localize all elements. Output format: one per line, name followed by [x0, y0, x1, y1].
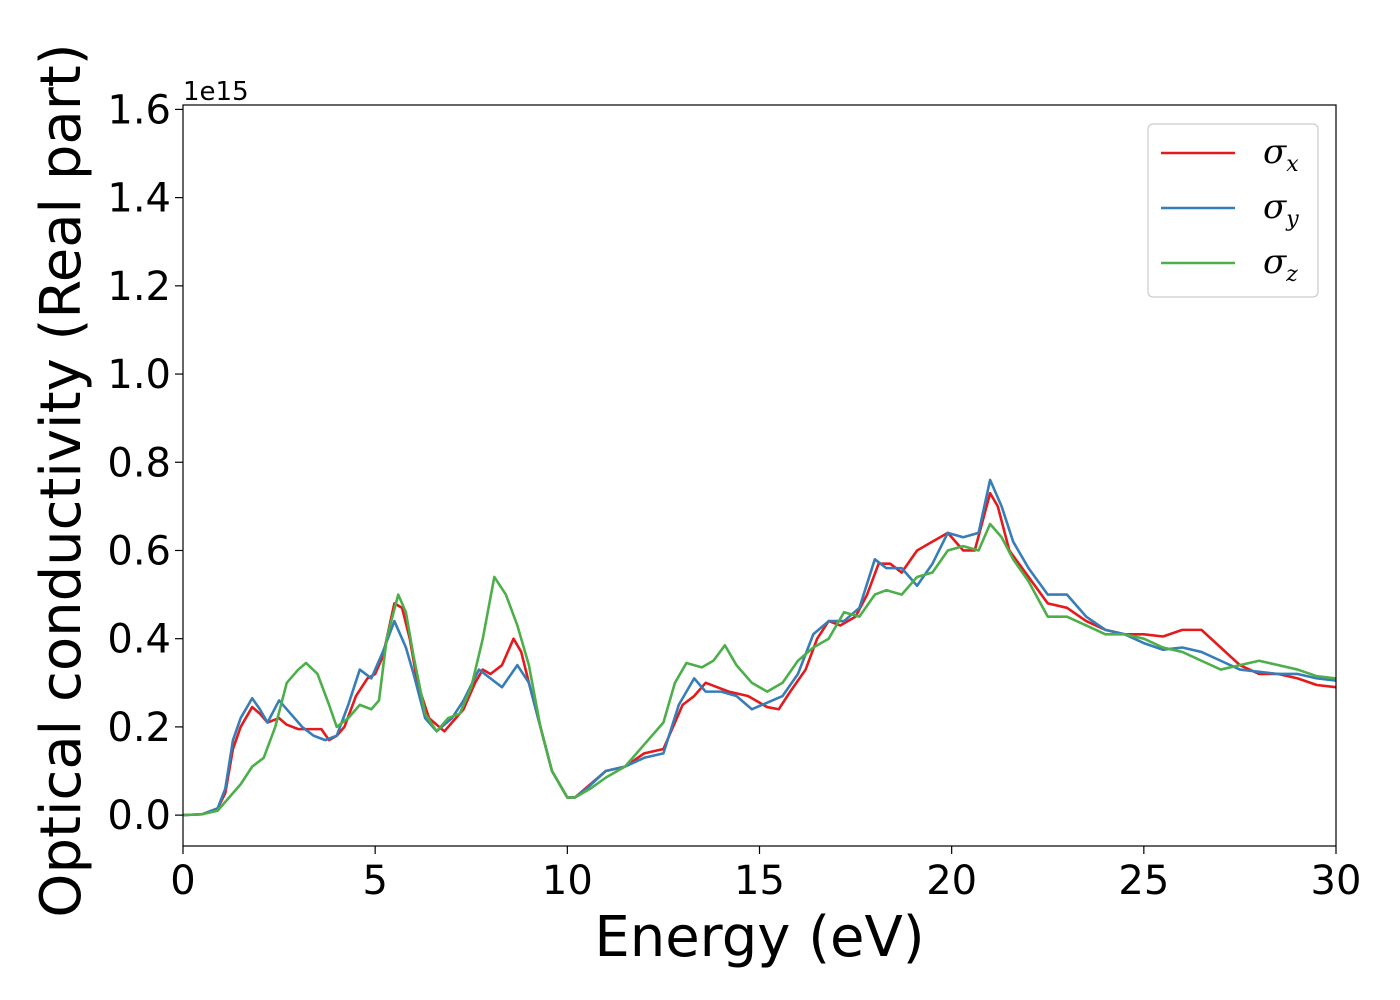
x-tick-label: 20: [926, 858, 977, 904]
x-axis-label: Energy (eV): [594, 905, 924, 970]
y-tick-label: 0.0: [107, 793, 171, 839]
y-axis-label: Optical conductivity (Real part): [29, 43, 94, 917]
y-axis-ticks: 0.0 0.2 0.4 0.6 0.8 1.0 1.2 1.4 1.6: [107, 87, 183, 839]
y-axis-offset-label: 1e15: [183, 77, 249, 107]
legend: σx σy σz: [1147, 123, 1319, 298]
x-tick-label: 10: [542, 858, 593, 904]
series-line-y: [183, 478, 1336, 817]
x-tick-label: 30: [1311, 858, 1362, 904]
x-tick-label: 25: [1118, 858, 1169, 904]
y-tick-label: 1.2: [107, 264, 171, 310]
series-line-z: [183, 522, 1336, 817]
y-tick-label: 0.8: [107, 440, 171, 486]
x-tick-label: 15: [734, 858, 785, 904]
y-tick-label: 1.4: [107, 176, 171, 222]
legend-box: [1147, 123, 1319, 298]
x-tick-label: 0: [170, 858, 195, 904]
y-tick-label: 1.6: [107, 87, 171, 133]
x-axis-ticks: 0 5 10 15 20 25 30: [170, 846, 1361, 904]
legend-entry-x: σx: [1263, 132, 1299, 177]
legend-entry-y: σy: [1263, 187, 1299, 232]
x-tick-label: 5: [362, 858, 387, 904]
y-tick-label: 0.6: [107, 528, 171, 574]
y-tick-label: 0.4: [107, 617, 171, 663]
y-tick-label: 0.2: [107, 705, 171, 751]
legend-entry-z: σz: [1263, 242, 1298, 287]
y-tick-label: 1.0: [107, 352, 171, 398]
series-line-x: [183, 491, 1336, 817]
